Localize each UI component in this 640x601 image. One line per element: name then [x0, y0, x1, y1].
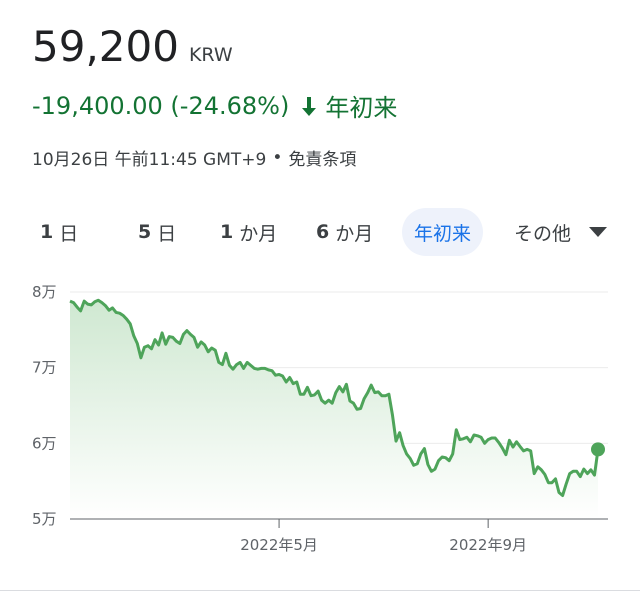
price-area — [70, 300, 598, 519]
divider — [0, 590, 640, 591]
price-change: -19,400.00 (-24.68%) — [32, 91, 290, 120]
tab-1-month[interactable]: 1 か月 — [220, 208, 277, 256]
y-tick-label: 5万 — [32, 510, 57, 528]
tab-label: 年初来 — [414, 222, 472, 245]
tab-label: か月 — [335, 222, 374, 245]
chevron-down-icon — [589, 227, 608, 237]
tab-label: 日 — [157, 222, 177, 245]
quote-meta: 10月26日 午前11:45 GMT+9 • 免責条項 — [32, 145, 357, 171]
tab-ytd[interactable]: 年初来 — [402, 208, 484, 256]
tab-label: その他 — [514, 222, 572, 245]
current-price: 59,200 — [32, 22, 179, 71]
currency-code: KRW — [188, 44, 233, 66]
last-price-point — [591, 442, 605, 457]
price-header: 59,200 KRW — [32, 22, 233, 71]
tab-number: 5 — [138, 221, 152, 243]
y-tick-label: 6万 — [32, 434, 57, 452]
tab-6-month[interactable]: 6 か月 — [316, 208, 373, 256]
quote-timestamp: 10月26日 午前11:45 GMT+9 — [32, 150, 267, 170]
disclaimer-link[interactable]: 免責条項 — [288, 150, 357, 170]
change-period: 年初来 — [325, 94, 398, 122]
x-tick-label: 2022年5月 — [240, 536, 318, 554]
y-tick-label: 8万 — [32, 283, 57, 301]
y-tick-label: 7万 — [32, 359, 57, 377]
tab-number: 1 — [220, 221, 234, 243]
price-line — [69, 298, 600, 497]
price-change-row: -19,400.00 (-24.68%) 年初来 — [32, 88, 397, 123]
tab-label: 日 — [59, 222, 79, 245]
price-chart[interactable]: 8万 7万 6万 5万 2022年5月 2022年9月 — [0, 270, 640, 570]
x-tick-label: 2022年9月 — [449, 536, 527, 554]
arrow-down-icon — [299, 95, 319, 117]
tab-more[interactable]: その他 — [514, 208, 608, 256]
tab-number: 1 — [40, 221, 54, 243]
tab-label: か月 — [239, 222, 278, 245]
meta-separator: • — [272, 147, 283, 168]
tab-number: 6 — [316, 221, 330, 243]
